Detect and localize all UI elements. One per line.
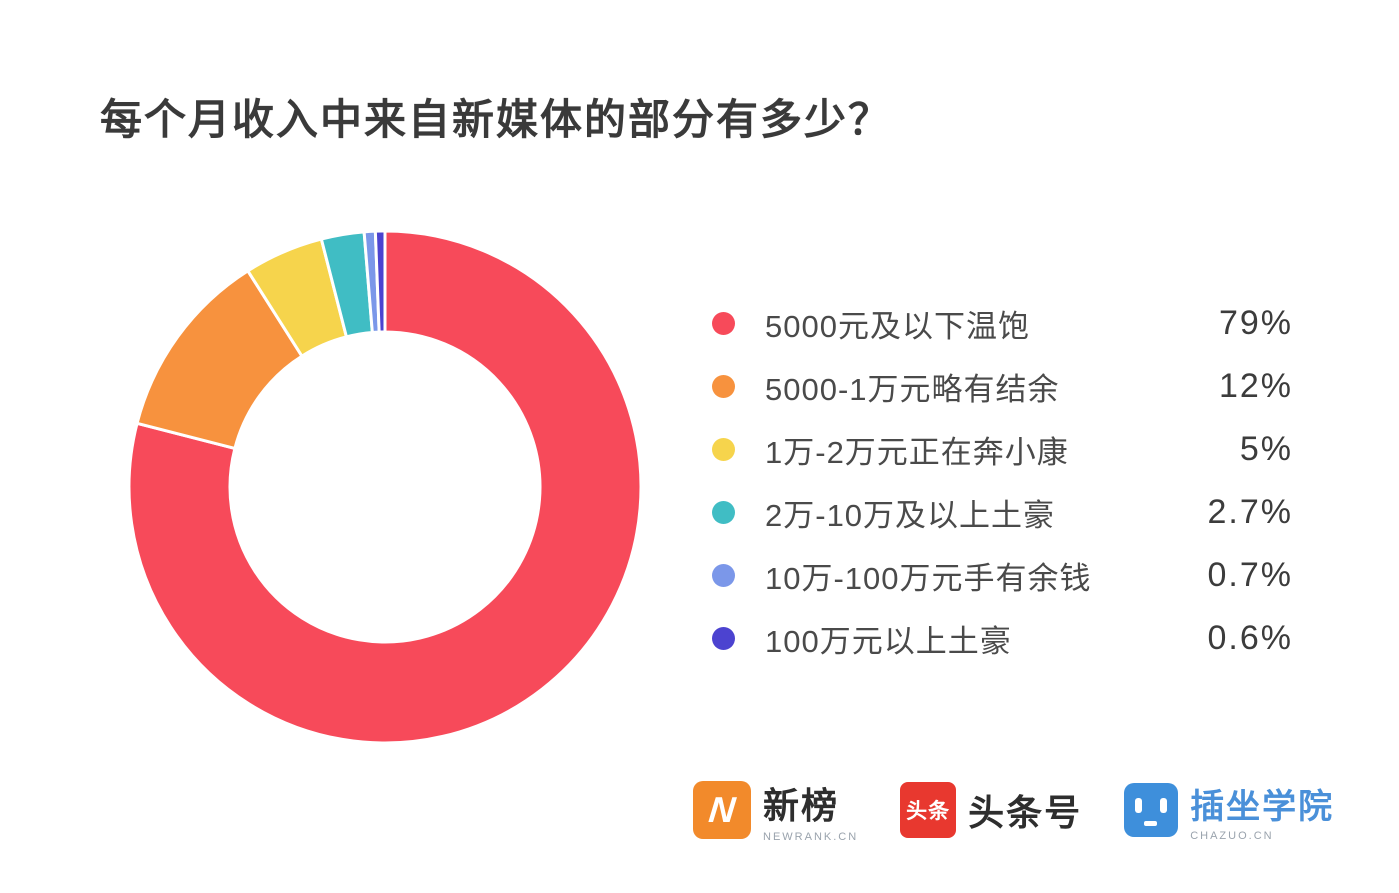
legend-percent: 0.6% (1207, 619, 1293, 657)
legend-dot (712, 375, 735, 398)
legend-percent: 79% (1218, 304, 1293, 342)
robot-right-eye (1160, 798, 1168, 813)
chart-legend: 5000元及以下温饱 79% 5000-1万元略有结余 12% 1万-2万元正在… (710, 292, 1293, 670)
legend-item: 1万-2万元正在奔小康 5% (710, 418, 1293, 481)
newrank-n-icon: N (693, 781, 751, 839)
legend-label: 5000元及以下温饱 (765, 309, 1030, 344)
page-title: 每个月收入中来自新媒体的部分有多少？ (100, 96, 893, 143)
robot-mouth (1144, 821, 1158, 826)
chazuo-logo-subtext: CHAZUO.CN (1190, 829, 1274, 842)
newrank-n-glyph: N (706, 789, 738, 830)
legend-item: 100万元以上土豪 0.6% (710, 607, 1293, 670)
robot-left-eye (1135, 798, 1143, 813)
donut-slice (373, 229, 387, 334)
legend-dot (712, 627, 735, 650)
donut-chart (125, 227, 645, 747)
legend-label: 5000-1万元略有结余 (765, 372, 1060, 407)
legend-item: 5000元及以下温饱 79% (710, 292, 1293, 355)
chazuo-logo: 插坐学院 CHAZUO.CN (1124, 779, 1334, 842)
legend-dot (712, 312, 735, 335)
legend-label: 100万元以上土豪 (765, 624, 1012, 659)
newrank-logo-subtext: NEWRANK.CN (763, 831, 859, 843)
legend-item: 10万-100万元手有余钱 0.7% (710, 544, 1293, 607)
legend-dot (712, 501, 735, 524)
chazuo-logo-name: 插坐学院 (1190, 787, 1335, 826)
toutiao-badge-glyph: 头条 (906, 800, 951, 823)
legend-dot (712, 564, 735, 587)
newrank-logo: N 新榜 NEWRANK.CN (693, 777, 858, 843)
legend-percent: 5% (1239, 430, 1293, 468)
legend-dot (712, 438, 735, 461)
legend-percent: 0.7% (1207, 556, 1293, 594)
legend-percent: 12% (1218, 367, 1293, 405)
chazuo-robot-icon (1124, 783, 1179, 837)
legend-label: 1万-2万元正在奔小康 (765, 435, 1069, 470)
legend-item: 2万-10万及以上土豪 2.7% (710, 481, 1293, 544)
toutiao-logo: 头条 头条号 (900, 782, 1082, 838)
donut-chart-svg (127, 229, 643, 745)
toutiao-logo-name: 头条号 (968, 792, 1083, 833)
legend-label: 2万-10万及以上土豪 (765, 498, 1056, 533)
brand-logos-row: N 新榜 NEWRANK.CN 头条 头条号 插坐学院 CHAZU (693, 774, 1334, 846)
donut-slice (127, 229, 643, 745)
toutiao-icon: 头条 (900, 782, 957, 838)
legend-percent: 2.7% (1207, 493, 1293, 531)
newrank-logo-name: 新榜 (763, 785, 840, 826)
legend-item: 5000-1万元略有结余 12% (710, 355, 1293, 418)
legend-label: 10万-100万元手有余钱 (765, 561, 1092, 596)
